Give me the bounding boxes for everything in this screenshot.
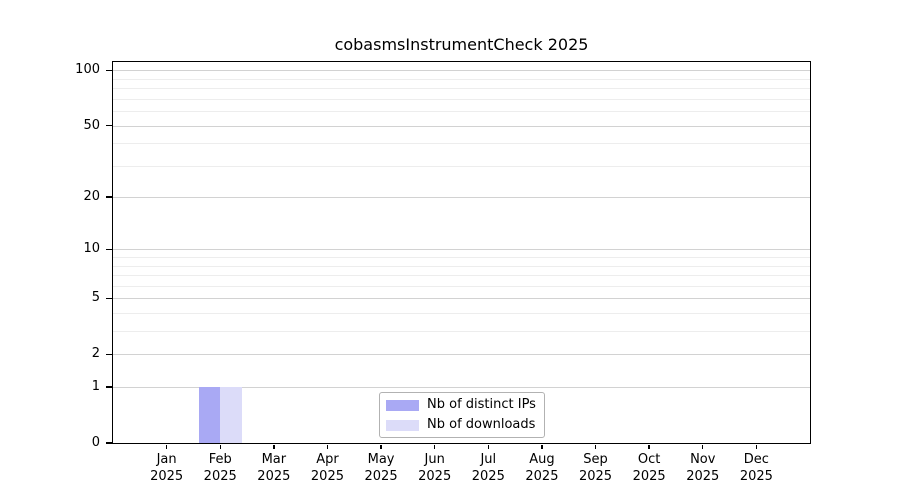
x-tick-label: May 2025 [364, 452, 398, 484]
x-axis-tick [648, 444, 650, 449]
y-axis-tick [105, 297, 112, 299]
chart-title: cobasmsInstrumentCheck 2025 [334, 35, 589, 54]
grid-line-minor [113, 143, 810, 145]
y-axis-tick [105, 69, 112, 72]
x-tick-label: Jun 2025 [418, 452, 452, 484]
y-axis-tick [105, 442, 112, 444]
grid-line-major [113, 197, 810, 199]
y-axis-tick [105, 196, 112, 198]
y-axis-tick [105, 353, 112, 355]
x-tick-label: Aug 2025 [525, 452, 559, 484]
x-axis-tick [755, 444, 758, 449]
y-tick-label: 5 [91, 290, 100, 306]
grid-line-minor [113, 165, 810, 167]
x-axis-tick [487, 444, 489, 449]
x-axis-tick [594, 444, 597, 449]
x-axis-tick [380, 444, 382, 449]
x-axis-tick [433, 444, 436, 449]
x-tick-label: Jan 2025 [150, 452, 184, 484]
x-tick-label: Dec 2025 [739, 452, 773, 484]
y-axis-tick [105, 386, 112, 388]
y-tick-label: 50 [83, 117, 100, 133]
x-axis-tick [541, 444, 543, 449]
y-tick-label: 20 [83, 189, 100, 205]
y-tick-label: 2 [91, 346, 100, 362]
grid-line-major [113, 298, 810, 300]
y-tick-label: 10 [83, 241, 100, 257]
x-tick-label: Apr 2025 [310, 452, 344, 484]
x-tick-label: Nov 2025 [686, 452, 720, 484]
x-axis-tick [219, 444, 221, 449]
grid-line-minor [113, 111, 810, 113]
bar-distinct-ips [198, 387, 221, 443]
x-tick-label: Mar 2025 [257, 452, 291, 484]
x-axis-tick [165, 444, 168, 449]
grid-line-major [113, 70, 810, 72]
grid-line-minor [113, 78, 810, 80]
x-tick-label: Sep 2025 [578, 452, 613, 484]
x-axis-tick [273, 444, 275, 449]
grid-line-minor [113, 331, 810, 333]
legend-swatch-downloads [386, 419, 419, 431]
legend-item-distinct-ips: Nb of distinct IPs [386, 396, 538, 414]
grid-line-minor [113, 265, 810, 267]
grid-line-minor [113, 98, 810, 100]
legend-item-downloads: Nb of downloads [386, 416, 538, 434]
grid-line-minor [113, 257, 810, 259]
plot-area [113, 62, 810, 443]
legend: Nb of distinct IPs Nb of downloads [379, 392, 545, 438]
x-axis-tick [702, 444, 704, 449]
legend-label: Nb of downloads [427, 417, 536, 432]
y-axis-tick [105, 124, 112, 127]
x-tick-label: Oct 2025 [632, 452, 666, 484]
grid-line-major [113, 354, 810, 356]
y-tick-label: 100 [75, 62, 100, 78]
x-tick-label: Jul 2025 [471, 452, 505, 484]
grid-line-minor [113, 88, 810, 90]
grid-line-major [113, 125, 810, 127]
legend-label: Nb of distinct IPs [427, 397, 536, 412]
legend-swatch-distinct-ips [386, 399, 419, 411]
y-tick-label: 1 [91, 379, 100, 395]
x-axis-tick [326, 444, 329, 449]
y-axis-tick [105, 248, 112, 251]
grid-line-major [113, 249, 810, 251]
x-tick-label: Feb 2025 [203, 452, 237, 484]
grid-line-minor [113, 313, 810, 315]
bar-downloads [220, 387, 242, 443]
grid-line-minor [113, 275, 810, 277]
grid-line-major [113, 387, 810, 389]
grid-line-minor [113, 285, 810, 287]
y-tick-label: 0 [91, 435, 100, 450]
